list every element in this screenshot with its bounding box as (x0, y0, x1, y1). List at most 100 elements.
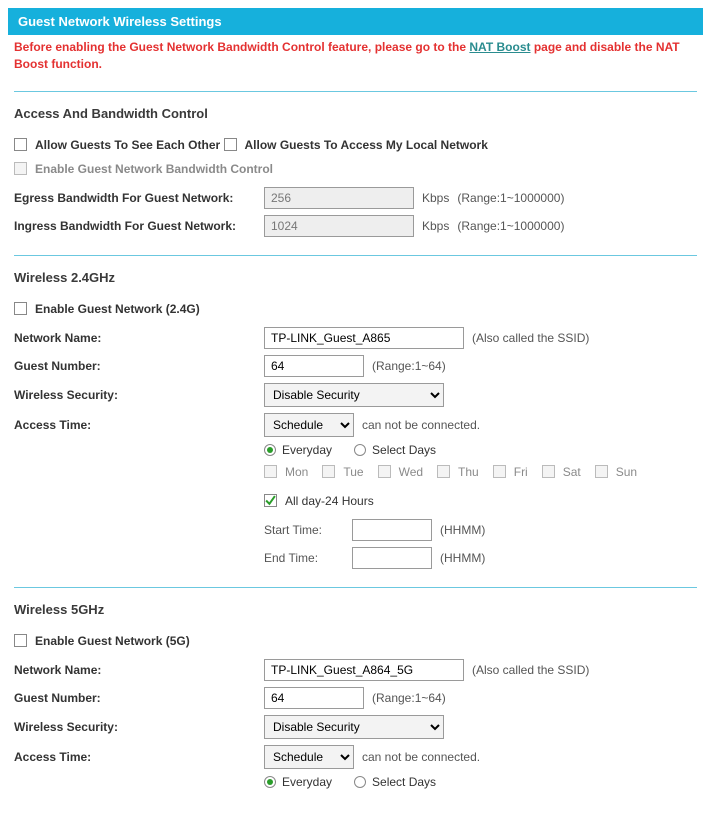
ingress-range: (Range:1~1000000) (457, 219, 564, 233)
w24-name-row: Network Name: (Also called the SSID) (14, 327, 697, 349)
w5-guestnum-label: Guest Number: (14, 691, 264, 705)
enable-24-checkbox[interactable]: Enable Guest Network (2.4G) (14, 302, 200, 316)
w5-everyday-label: Everyday (282, 775, 332, 789)
w24-end-label: End Time: (264, 551, 344, 565)
w24-name-hint: (Also called the SSID) (472, 331, 589, 345)
enable-bw-label: Enable Guest Network Bandwidth Control (35, 162, 273, 176)
w24-accesstime-note: can not be connected. (362, 418, 480, 432)
w24-day-sun[interactable]: Sun (595, 465, 637, 479)
w24-name-label: Network Name: (14, 331, 264, 345)
w24-accesstime-label: Access Time: (14, 418, 264, 432)
checkbox-icon (14, 634, 27, 647)
w24-guestnum-input[interactable] (264, 355, 364, 377)
checkbox-icon (264, 494, 277, 507)
page-header: Guest Network Wireless Settings (8, 8, 703, 35)
w24-day-sat[interactable]: Sat (542, 465, 581, 479)
w5-name-label: Network Name: (14, 663, 264, 677)
w24-end-input[interactable] (352, 547, 432, 569)
checkbox-icon (493, 465, 506, 478)
wireless-24-section: Wireless 2.4GHz Enable Guest Network (2.… (14, 270, 697, 569)
egress-unit: Kbps (422, 191, 449, 205)
checkbox-icon (264, 465, 277, 478)
w24-start-row: Start Time: (HHMM) (264, 519, 697, 541)
w24-days-row: Mon Tue Wed Thu Fri Sat Sun (264, 465, 697, 479)
w24-start-hint: (HHMM) (440, 523, 485, 537)
enable-5-checkbox[interactable]: Enable Guest Network (5G) (14, 634, 190, 648)
checkbox-icon (14, 138, 27, 151)
w24-start-input[interactable] (352, 519, 432, 541)
w24-allday-checkbox[interactable]: All day-24 Hours (264, 494, 374, 508)
w24-allday-label: All day-24 Hours (285, 494, 374, 508)
egress-label: Egress Bandwidth For Guest Network: (14, 191, 264, 205)
w24-day-thu[interactable]: Thu (437, 465, 479, 479)
ingress-label: Ingress Bandwidth For Guest Network: (14, 219, 264, 233)
radio-icon (354, 444, 366, 456)
page-title: Guest Network Wireless Settings (18, 14, 222, 29)
checkbox-icon (224, 138, 237, 151)
egress-range: (Range:1~1000000) (457, 191, 564, 205)
w5-security-row: Wireless Security: Disable Security (14, 715, 697, 739)
divider (14, 255, 697, 256)
w24-guestnum-row: Guest Number: (Range:1~64) (14, 355, 697, 377)
ingress-row: Ingress Bandwidth For Guest Network: Kbp… (14, 215, 697, 237)
ingress-input[interactable] (264, 215, 414, 237)
w24-day-mon[interactable]: Mon (264, 465, 308, 479)
checkbox-icon (378, 465, 391, 478)
w24-accesstime-select[interactable]: Schedule (264, 413, 354, 437)
divider (14, 91, 697, 92)
w5-accesstime-select[interactable]: Schedule (264, 745, 354, 769)
w5-name-hint: (Also called the SSID) (472, 663, 589, 677)
radio-icon (264, 444, 276, 456)
allow-guests-local-checkbox[interactable]: Allow Guests To Access My Local Network (224, 138, 488, 152)
wireless-5-section: Wireless 5GHz Enable Guest Network (5G) … (14, 602, 697, 789)
enable-bw-checkbox: Enable Guest Network Bandwidth Control (14, 162, 273, 176)
w24-end-hint: (HHMM) (440, 551, 485, 565)
enable-24-label: Enable Guest Network (2.4G) (35, 302, 200, 316)
access-title: Access And Bandwidth Control (14, 106, 697, 121)
w24-security-select[interactable]: Disable Security (264, 383, 444, 407)
w5-guestnum-range: (Range:1~64) (372, 691, 446, 705)
w24-day-fri[interactable]: Fri (493, 465, 528, 479)
w24-guestnum-range: (Range:1~64) (372, 359, 446, 373)
enable-5-label: Enable Guest Network (5G) (35, 634, 190, 648)
checkbox-icon (14, 162, 27, 175)
nat-boost-link[interactable]: NAT Boost (469, 40, 530, 54)
w24-accesstime-row: Access Time: Schedule can not be connect… (14, 413, 697, 437)
w5-security-select[interactable]: Disable Security (264, 715, 444, 739)
w5-name-row: Network Name: (Also called the SSID) (14, 659, 697, 681)
w5-guestnum-input[interactable] (264, 687, 364, 709)
w24-day-wed[interactable]: Wed (378, 465, 423, 479)
w5-accesstime-label: Access Time: (14, 750, 264, 764)
w24-schedule-block: Everyday Select Days Mon Tue Wed Thu Fri… (264, 443, 697, 569)
w5-selectdays-radio[interactable]: Select Days (354, 775, 436, 789)
w24-day-tue[interactable]: Tue (322, 465, 363, 479)
allow-guests-see-checkbox[interactable]: Allow Guests To See Each Other (14, 138, 220, 152)
w24-selectdays-label: Select Days (372, 443, 436, 457)
access-bandwidth-section: Access And Bandwidth Control Allow Guest… (14, 106, 697, 237)
w5-title: Wireless 5GHz (14, 602, 697, 617)
w24-selectdays-radio[interactable]: Select Days (354, 443, 436, 457)
allow-guests-local-label: Allow Guests To Access My Local Network (245, 138, 488, 152)
ingress-unit: Kbps (422, 219, 449, 233)
w24-end-row: End Time: (HHMM) (264, 547, 697, 569)
w5-name-input[interactable] (264, 659, 464, 681)
radio-icon (264, 776, 276, 788)
w24-guestnum-label: Guest Number: (14, 359, 264, 373)
checkbox-icon (595, 465, 608, 478)
w5-accesstime-row: Access Time: Schedule can not be connect… (14, 745, 697, 769)
checkbox-icon (14, 302, 27, 315)
warning-before: Before enabling the Guest Network Bandwi… (14, 40, 469, 54)
radio-icon (354, 776, 366, 788)
w5-selectdays-label: Select Days (372, 775, 436, 789)
warning-message: Before enabling the Guest Network Bandwi… (14, 39, 697, 73)
w5-everyday-radio[interactable]: Everyday (264, 775, 332, 789)
divider (14, 587, 697, 588)
checkbox-icon (437, 465, 450, 478)
allow-guests-see-label: Allow Guests To See Each Other (35, 138, 220, 152)
checkbox-icon (322, 465, 335, 478)
egress-input[interactable] (264, 187, 414, 209)
w24-title: Wireless 2.4GHz (14, 270, 697, 285)
w24-security-row: Wireless Security: Disable Security (14, 383, 697, 407)
w24-name-input[interactable] (264, 327, 464, 349)
w24-everyday-radio[interactable]: Everyday (264, 443, 332, 457)
